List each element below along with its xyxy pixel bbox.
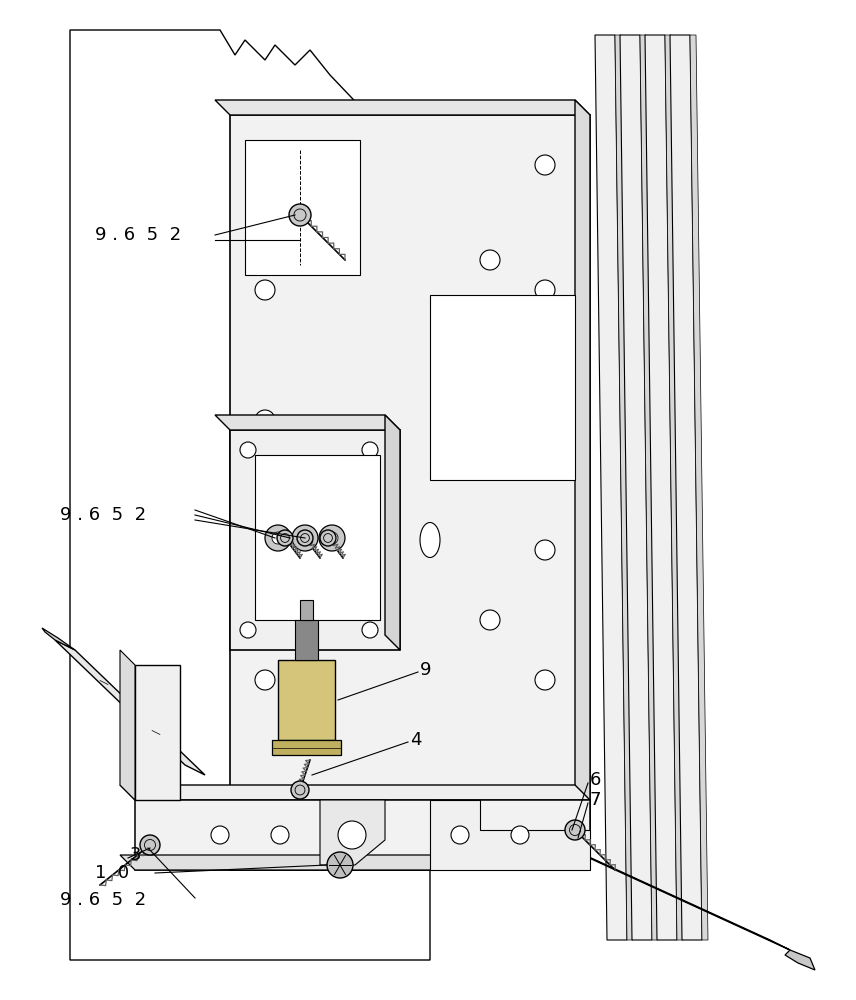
- Circle shape: [319, 525, 345, 551]
- Text: 4: 4: [410, 731, 421, 749]
- Polygon shape: [615, 35, 633, 940]
- Polygon shape: [385, 415, 400, 650]
- Text: 9 . 6  5  2: 9 . 6 5 2: [60, 506, 146, 524]
- Polygon shape: [575, 100, 590, 870]
- Polygon shape: [135, 665, 180, 800]
- Polygon shape: [670, 35, 702, 940]
- Polygon shape: [245, 140, 360, 275]
- Polygon shape: [215, 415, 400, 430]
- Polygon shape: [430, 295, 575, 480]
- Polygon shape: [120, 855, 590, 870]
- Circle shape: [320, 530, 336, 546]
- Circle shape: [326, 532, 338, 544]
- Circle shape: [362, 622, 378, 638]
- Circle shape: [240, 622, 256, 638]
- Text: 3: 3: [130, 846, 141, 864]
- Circle shape: [297, 530, 313, 546]
- Polygon shape: [120, 650, 135, 800]
- Polygon shape: [255, 455, 380, 620]
- Circle shape: [451, 826, 469, 844]
- Polygon shape: [300, 600, 313, 620]
- Polygon shape: [530, 830, 790, 950]
- Circle shape: [327, 852, 353, 878]
- Circle shape: [362, 442, 378, 458]
- Polygon shape: [230, 430, 400, 650]
- Polygon shape: [690, 35, 708, 940]
- Circle shape: [211, 826, 229, 844]
- Circle shape: [271, 826, 289, 844]
- Polygon shape: [295, 620, 318, 660]
- Polygon shape: [620, 35, 652, 940]
- Circle shape: [535, 670, 555, 690]
- Circle shape: [291, 781, 309, 799]
- Polygon shape: [320, 800, 385, 865]
- Circle shape: [535, 280, 555, 300]
- Circle shape: [255, 280, 275, 300]
- Text: 9 . 6  5  2: 9 . 6 5 2: [95, 226, 181, 244]
- Text: 9: 9: [420, 661, 431, 679]
- Circle shape: [338, 821, 366, 849]
- Circle shape: [535, 155, 555, 175]
- Text: 7: 7: [590, 791, 602, 809]
- Polygon shape: [665, 35, 683, 940]
- Circle shape: [255, 540, 275, 560]
- Polygon shape: [430, 800, 590, 870]
- Circle shape: [289, 204, 311, 226]
- Circle shape: [511, 826, 529, 844]
- Polygon shape: [55, 640, 205, 775]
- Circle shape: [255, 790, 275, 810]
- Polygon shape: [640, 35, 658, 940]
- Circle shape: [292, 525, 318, 551]
- Circle shape: [255, 155, 275, 175]
- Ellipse shape: [420, 522, 440, 558]
- Circle shape: [277, 530, 293, 546]
- Polygon shape: [595, 35, 627, 940]
- Polygon shape: [278, 660, 335, 740]
- Polygon shape: [42, 628, 75, 650]
- Text: 6: 6: [590, 771, 602, 789]
- Circle shape: [240, 442, 256, 458]
- Text: 1  0: 1 0: [95, 864, 129, 882]
- Text: 9 . 6  5  2: 9 . 6 5 2: [60, 891, 146, 909]
- Circle shape: [140, 835, 160, 855]
- Circle shape: [535, 540, 555, 560]
- Polygon shape: [785, 950, 815, 970]
- Circle shape: [255, 670, 275, 690]
- Polygon shape: [70, 30, 430, 960]
- Circle shape: [480, 250, 500, 270]
- Polygon shape: [645, 35, 677, 940]
- Polygon shape: [272, 740, 341, 755]
- Polygon shape: [215, 100, 590, 115]
- Circle shape: [535, 790, 555, 810]
- Circle shape: [272, 532, 284, 544]
- Circle shape: [535, 410, 555, 430]
- Circle shape: [255, 410, 275, 430]
- Circle shape: [265, 525, 291, 551]
- Polygon shape: [230, 115, 590, 870]
- Circle shape: [299, 532, 311, 544]
- Polygon shape: [120, 785, 590, 800]
- Circle shape: [480, 610, 500, 630]
- Circle shape: [565, 820, 585, 840]
- Polygon shape: [135, 800, 590, 870]
